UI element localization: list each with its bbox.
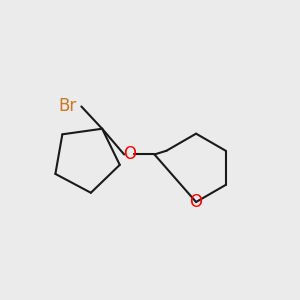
Text: O: O [190, 193, 202, 211]
Text: O: O [123, 146, 136, 164]
Text: Br: Br [58, 97, 76, 115]
